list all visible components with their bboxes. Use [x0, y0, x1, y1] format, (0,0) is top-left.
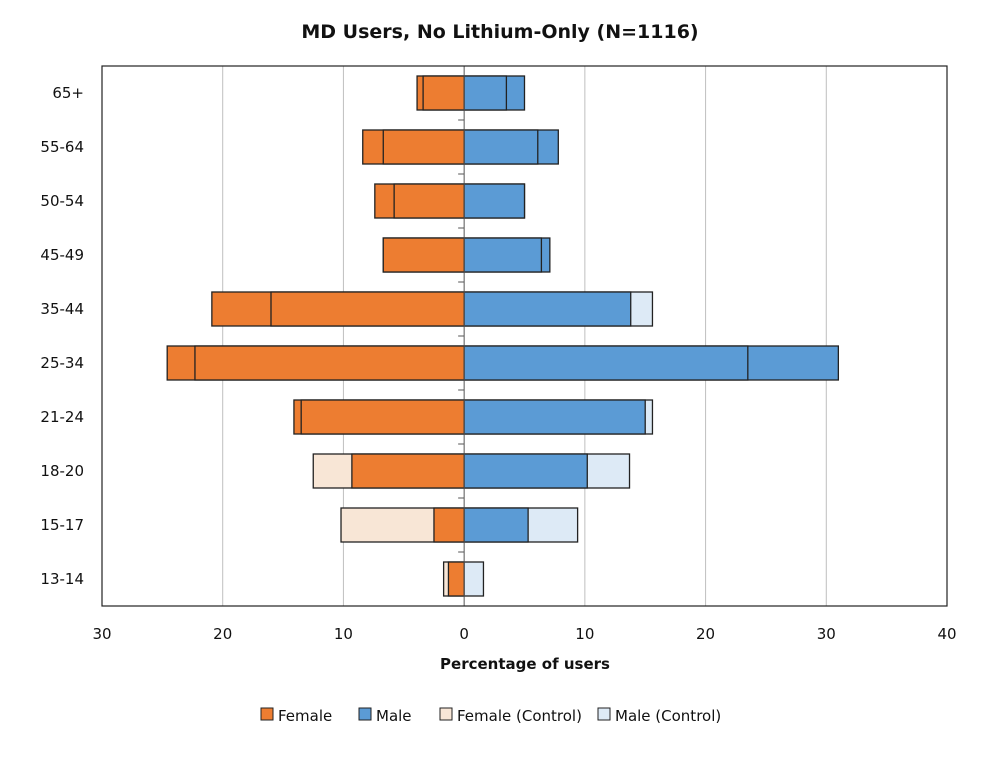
- x-axis-label: Percentage of users: [440, 655, 610, 673]
- x-tick-label: 30: [817, 625, 836, 643]
- bar-female-inner: [300, 399, 465, 435]
- y-tick-label: 35-44: [40, 300, 84, 318]
- x-tick-label: 40: [937, 625, 956, 643]
- y-tick-label: 21-24: [40, 408, 84, 426]
- legend-swatch: [358, 707, 372, 721]
- bar-male-inner: [463, 507, 529, 543]
- legend-label: Female: [278, 707, 332, 725]
- legend-item: Male: [358, 707, 412, 725]
- y-tick-label: 45-49: [40, 246, 84, 264]
- bar-male-inner: [463, 129, 539, 165]
- legend-label: Male (Control): [615, 707, 721, 725]
- bar-female-inner: [433, 507, 465, 543]
- chart-title: MD Users, No Lithium-Only (N=1116): [301, 21, 698, 43]
- y-tick-label: 15-17: [40, 516, 84, 534]
- y-tick-label: 25-34: [40, 354, 84, 372]
- legend-item: Male (Control): [597, 707, 721, 725]
- legend-label: Female (Control): [457, 707, 582, 725]
- bar-female-inner: [393, 183, 465, 219]
- bar-female-inner: [194, 345, 465, 381]
- y-tick-label: 13-14: [40, 570, 84, 588]
- legend-swatch: [260, 707, 274, 721]
- y-tick-label: 65+: [52, 84, 84, 102]
- bar-female-inner: [382, 129, 465, 165]
- bar-female-inner: [382, 237, 465, 273]
- bar-female-inner: [351, 453, 465, 489]
- bar-male-inner: [463, 399, 646, 435]
- bar-female-inner: [422, 75, 465, 111]
- legend-item: Female (Control): [439, 707, 582, 725]
- bar-male-outer: [463, 561, 485, 597]
- bar-male-inner: [463, 291, 632, 327]
- bar-male-inner: [463, 183, 526, 219]
- x-tick-label: 10: [334, 625, 353, 643]
- bar-female-inner: [270, 291, 465, 327]
- x-tick-label: 30: [92, 625, 111, 643]
- x-tick-label: 20: [696, 625, 715, 643]
- legend-item: Female: [260, 707, 332, 725]
- bar-male-inner: [463, 345, 749, 381]
- y-tick-label: 18-20: [40, 462, 84, 480]
- x-tick-label: 20: [213, 625, 232, 643]
- y-tick-label: 55-64: [40, 138, 84, 156]
- plot-frame: [101, 65, 948, 607]
- legend-label: Male: [376, 707, 412, 725]
- bar-male-inner: [463, 237, 543, 273]
- legend-swatch: [439, 707, 453, 721]
- bar-male-inner: [463, 75, 508, 111]
- x-tick-label: 10: [575, 625, 594, 643]
- x-tick-label: 0: [459, 625, 469, 643]
- y-tick-label: 50-54: [40, 192, 84, 210]
- bar-male-inner: [463, 453, 588, 489]
- bar-female-inner: [447, 561, 465, 597]
- legend-swatch: [597, 707, 611, 721]
